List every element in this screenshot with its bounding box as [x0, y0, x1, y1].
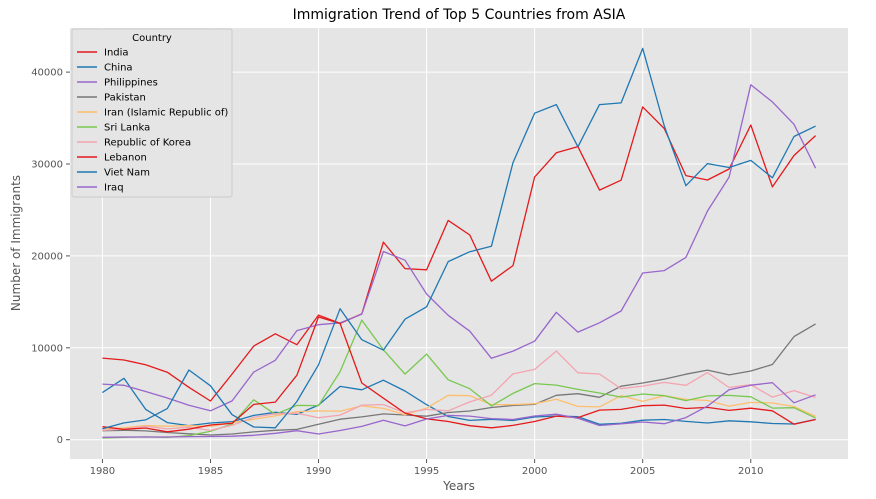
- legend-label-lebanon: Lebanon: [104, 153, 147, 164]
- x-tick-label: 1985: [198, 466, 223, 477]
- legend-label-pakistan: Pakistan: [104, 93, 146, 104]
- y-tick-label: 40000: [31, 68, 63, 79]
- legend-label-republic-of-korea: Republic of Korea: [104, 138, 191, 149]
- series-line-pakistan: [102, 323, 816, 436]
- series-line-viet-nam: [102, 47, 816, 430]
- x-tick-label: 1980: [90, 466, 115, 477]
- legend-label-philippines: Philippines: [104, 78, 158, 89]
- series-line-iraq: [102, 382, 816, 438]
- legend-label-sri-lanka: Sri Lanka: [104, 123, 150, 134]
- x-axis-ticks: 1980 1985 1990 1995 2000 2005 2010: [90, 459, 763, 477]
- series-line-china: [102, 377, 816, 427]
- x-tick-label: 2010: [738, 466, 763, 477]
- series-lines: [102, 47, 817, 439]
- chart-title: Immigration Trend of Top 5 Countries fro…: [293, 7, 626, 23]
- series-line-philippines: [102, 84, 817, 412]
- y-axis-label: Number of Immigrants: [9, 175, 23, 311]
- x-tick-label: 1995: [414, 466, 439, 477]
- series-line-lebanon: [102, 316, 816, 433]
- legend: Country India China Philippines Pakistan Ira…: [71, 28, 233, 198]
- y-tick-label: 0: [57, 435, 63, 446]
- x-tick-label: 1990: [306, 466, 331, 477]
- y-axis-ticks: 0 10000 20000 30000 40000: [31, 68, 70, 446]
- series-line-india: [102, 106, 817, 402]
- legend-label-china: China: [104, 63, 133, 74]
- grid-lines: [70, 28, 848, 459]
- legend-label-india: India: [104, 48, 129, 59]
- legend-box: [71, 28, 233, 198]
- y-tick-label: 10000: [31, 343, 63, 354]
- legend-title: Country: [132, 33, 172, 44]
- x-tick-label: 2000: [522, 466, 547, 477]
- x-tick-label: 2005: [630, 466, 655, 477]
- series-line-republic-of-korea: [102, 350, 816, 432]
- legend-label-iran-islamic-republic-of: Iran (Islamic Republic of): [104, 108, 228, 119]
- y-tick-label: 30000: [31, 160, 63, 171]
- legend-label-viet-nam: Viet Nam: [104, 168, 150, 179]
- x-axis-label: Years: [442, 479, 475, 493]
- legend-label-iraq: Iraq: [104, 183, 124, 194]
- y-tick-label: 20000: [31, 251, 63, 262]
